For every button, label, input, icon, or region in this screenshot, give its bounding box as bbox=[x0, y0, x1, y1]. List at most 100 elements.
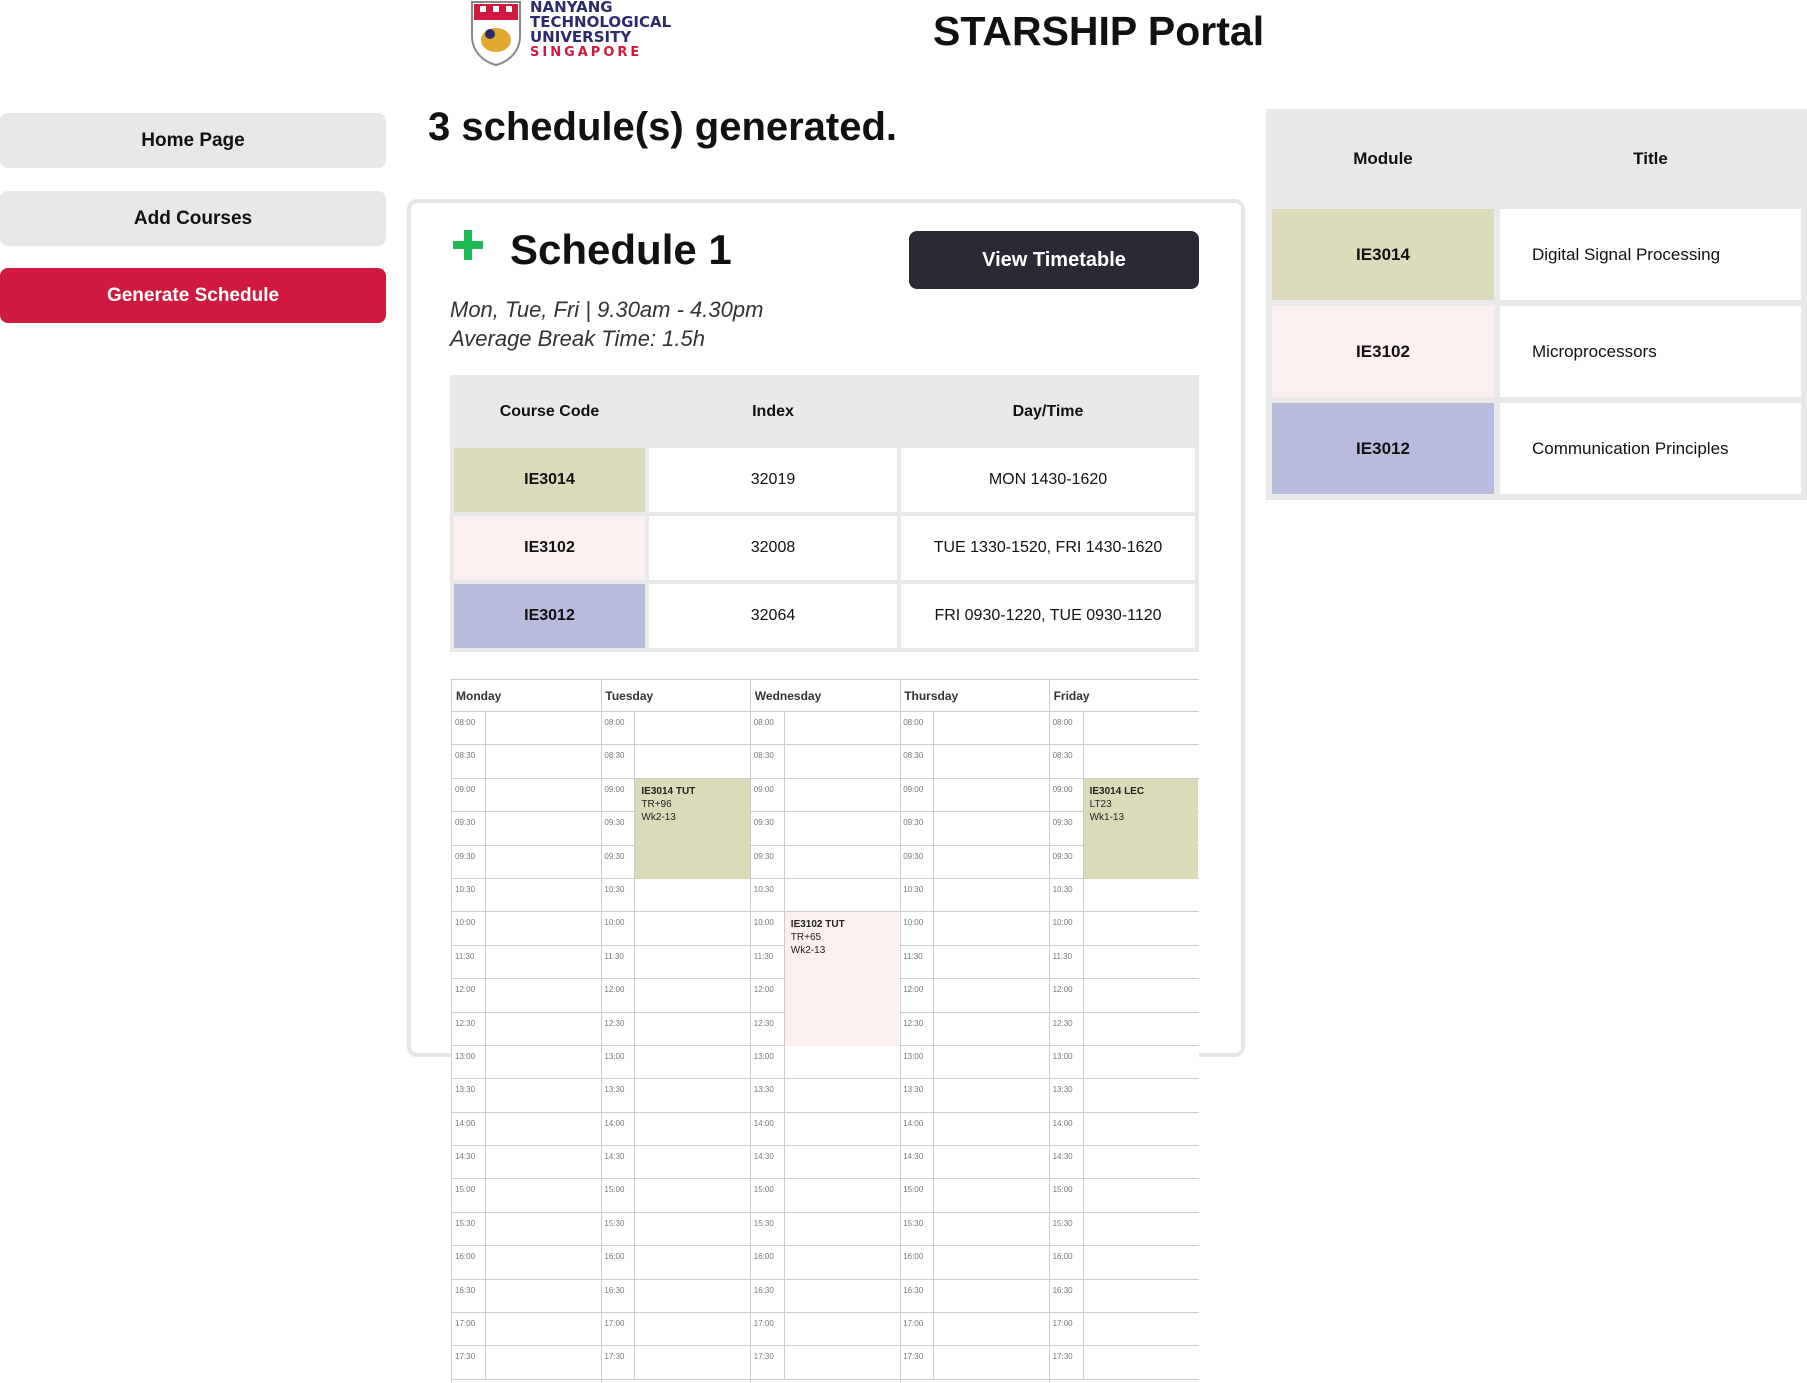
timetable-time-label: 15:30 bbox=[753, 1218, 774, 1228]
timetable-slot: 13:00 bbox=[452, 1045, 601, 1080]
timetable-time-label: 08:30 bbox=[604, 751, 625, 761]
timetable-day-header: Wednesday bbox=[750, 680, 900, 712]
timetable-slot: 16:00 bbox=[452, 1246, 601, 1280]
timetable-time-label: 08:00 bbox=[903, 718, 924, 727]
timetable-time-label: 10:30 bbox=[1052, 884, 1073, 894]
module-title-cell: Microprocessors bbox=[1500, 306, 1801, 397]
timetable-slot: 15:00 bbox=[601, 1179, 751, 1213]
column-header-day-time: Day/Time bbox=[901, 379, 1195, 444]
logo-line: UNIVERSITY bbox=[530, 28, 632, 46]
event-venue: LT23 bbox=[1089, 798, 1112, 810]
timetable-slot: 17:30 bbox=[1049, 1346, 1199, 1380]
timetable-slot: 16:00 bbox=[900, 1246, 1050, 1280]
timetable-slot: 08:00 bbox=[452, 712, 601, 746]
timetable-slot: 15:00 bbox=[900, 1179, 1050, 1213]
timetable-slot: 09:30 bbox=[750, 812, 900, 846]
timetable-slot: 08:30 bbox=[601, 745, 751, 779]
home-page-button[interactable]: Home Page bbox=[0, 113, 386, 168]
timetable-time-label: 15:30 bbox=[903, 1218, 924, 1228]
timetable-event[interactable]: IE3014 LEC LT23 Wk1-13 bbox=[1083, 778, 1198, 879]
timetable-time-label: 08:00 bbox=[1052, 718, 1073, 727]
timetable-time-label: 16:30 bbox=[753, 1285, 774, 1295]
timetable-time-label: 17:00 bbox=[604, 1319, 625, 1329]
course-code-cell: IE3012 bbox=[454, 584, 645, 648]
timetable-time-label: 15:30 bbox=[1052, 1218, 1073, 1228]
ntu-crest-icon bbox=[471, 1, 521, 66]
timetable-time-label: 09:30 bbox=[1052, 818, 1073, 828]
weekly-timetable: Monday 08:00 08:30 09:00 09:30 09:30 10:30 10:0… bbox=[451, 679, 1199, 1383]
timetable-time-label: 16:00 bbox=[604, 1252, 625, 1262]
timetable-slot: 09:00 bbox=[900, 778, 1050, 813]
timetable-time-label: 08:00 bbox=[604, 718, 625, 727]
plus-icon[interactable] bbox=[451, 228, 485, 262]
timetable-time-label: 09:00 bbox=[1052, 784, 1073, 794]
timetable-day-header: Tuesday bbox=[601, 680, 751, 712]
timetable-day-column: Friday 08:00 08:30 09:00 09:30 09:30 10:30 10:0… bbox=[1049, 680, 1199, 1383]
timetable-time-label: 13:00 bbox=[753, 1051, 774, 1061]
timetable-event[interactable]: IE3014 TUT TR+96 Wk2-13 bbox=[635, 778, 750, 879]
timetable-time-label: 10:30 bbox=[903, 884, 924, 894]
timetable-time-label: 12:30 bbox=[903, 1018, 924, 1028]
timetable-day-column: Thursday 08:00 08:30 09:00 09:30 09:30 10:30 10… bbox=[900, 680, 1051, 1383]
timetable-time-label: 08:30 bbox=[903, 751, 924, 761]
timetable-slot: 08:30 bbox=[750, 745, 900, 779]
column-header-index: Index bbox=[649, 379, 897, 444]
timetable-time-label: 08:30 bbox=[753, 751, 774, 761]
timetable-time-label: 15:00 bbox=[753, 1185, 774, 1195]
timetable-slot: 12:30 bbox=[452, 1012, 601, 1046]
timetable-time-label: 13:30 bbox=[604, 1085, 625, 1095]
logo-line: SINGAPORE bbox=[530, 45, 643, 60]
timetable-slot: 15:30 bbox=[1049, 1212, 1199, 1247]
timetable-slot: 13:30 bbox=[750, 1079, 900, 1113]
timetable-time-label: 09:30 bbox=[1052, 851, 1073, 861]
timetable-time-label: 09:00 bbox=[604, 784, 625, 794]
timetable-time-label: 10:30 bbox=[753, 884, 774, 894]
table-row: IE3014 Digital Signal Processing bbox=[1272, 209, 1801, 300]
timetable-time-label: 14:00 bbox=[753, 1118, 774, 1128]
timetable-time-label: 09:30 bbox=[604, 851, 625, 861]
timetable-time-label: 09:30 bbox=[903, 818, 924, 828]
page-title: 3 schedule(s) generated. bbox=[428, 105, 898, 149]
timetable-slot: 10:00 bbox=[900, 912, 1050, 946]
timetable-time-label: 10:30 bbox=[455, 884, 476, 894]
timetable-slot: 15:00 bbox=[750, 1179, 900, 1213]
daytime-cell: TUE 1330-1520, FRI 1430-1620 bbox=[901, 516, 1195, 580]
timetable-time-label: 09:00 bbox=[753, 784, 774, 794]
timetable-time-label: 16:30 bbox=[455, 1285, 476, 1295]
timetable-time-label: 10:00 bbox=[455, 918, 476, 928]
timetable-slot: 14:00 bbox=[1049, 1112, 1199, 1147]
event-weeks: Wk1-13 bbox=[1089, 811, 1125, 823]
timetable-slot: 15:30 bbox=[900, 1212, 1050, 1247]
timetable-slot: 10:30 bbox=[601, 878, 751, 913]
timetable-time-label: 17:00 bbox=[1052, 1319, 1073, 1329]
timetable-time-label: 12:00 bbox=[1052, 985, 1073, 995]
timetable-slot: 14:00 bbox=[452, 1112, 601, 1147]
timetable-slot: 09:30 bbox=[900, 812, 1050, 846]
timetable-time-label: 13:00 bbox=[604, 1051, 625, 1061]
timetable-slot: 13:30 bbox=[1049, 1079, 1199, 1113]
timetable-time-label: 13:30 bbox=[903, 1085, 924, 1095]
view-timetable-button[interactable]: View Timetable bbox=[909, 231, 1199, 289]
timetable-slot: 08:30 bbox=[452, 745, 601, 779]
timetable-time-label: 11:30 bbox=[1052, 951, 1073, 961]
add-courses-button[interactable]: Add Courses bbox=[0, 191, 386, 246]
timetable-slot: 15:30 bbox=[601, 1212, 751, 1247]
module-code-cell: IE3014 bbox=[1272, 209, 1494, 300]
timetable-slot: 17:30 bbox=[601, 1346, 751, 1380]
column-header-module: Module bbox=[1272, 115, 1494, 203]
timetable-event[interactable]: IE3102 TUT TR+65 Wk2-13 bbox=[784, 912, 900, 1046]
timetable-time-label: 11:30 bbox=[903, 951, 923, 961]
timetable-time-label: 08:30 bbox=[455, 751, 476, 761]
timetable-slot: 12:30 bbox=[601, 1012, 751, 1046]
timetable-slot: 12:00 bbox=[1049, 979, 1199, 1013]
timetable-time-label: 12:00 bbox=[455, 985, 476, 995]
timetable-time-label: 09:30 bbox=[753, 851, 774, 861]
timetable-time-label: 17:30 bbox=[903, 1352, 924, 1362]
generate-schedule-button[interactable]: Generate Schedule bbox=[0, 268, 386, 323]
timetable-time-label: 16:00 bbox=[903, 1252, 924, 1262]
table-row: IE3012 Communication Principles bbox=[1272, 403, 1801, 494]
timetable-slot: 09:30 bbox=[452, 845, 601, 879]
timetable-slot: 14:00 bbox=[750, 1112, 900, 1147]
module-code-cell: IE3102 bbox=[1272, 306, 1494, 397]
timetable-time-label: 09:30 bbox=[753, 818, 774, 828]
